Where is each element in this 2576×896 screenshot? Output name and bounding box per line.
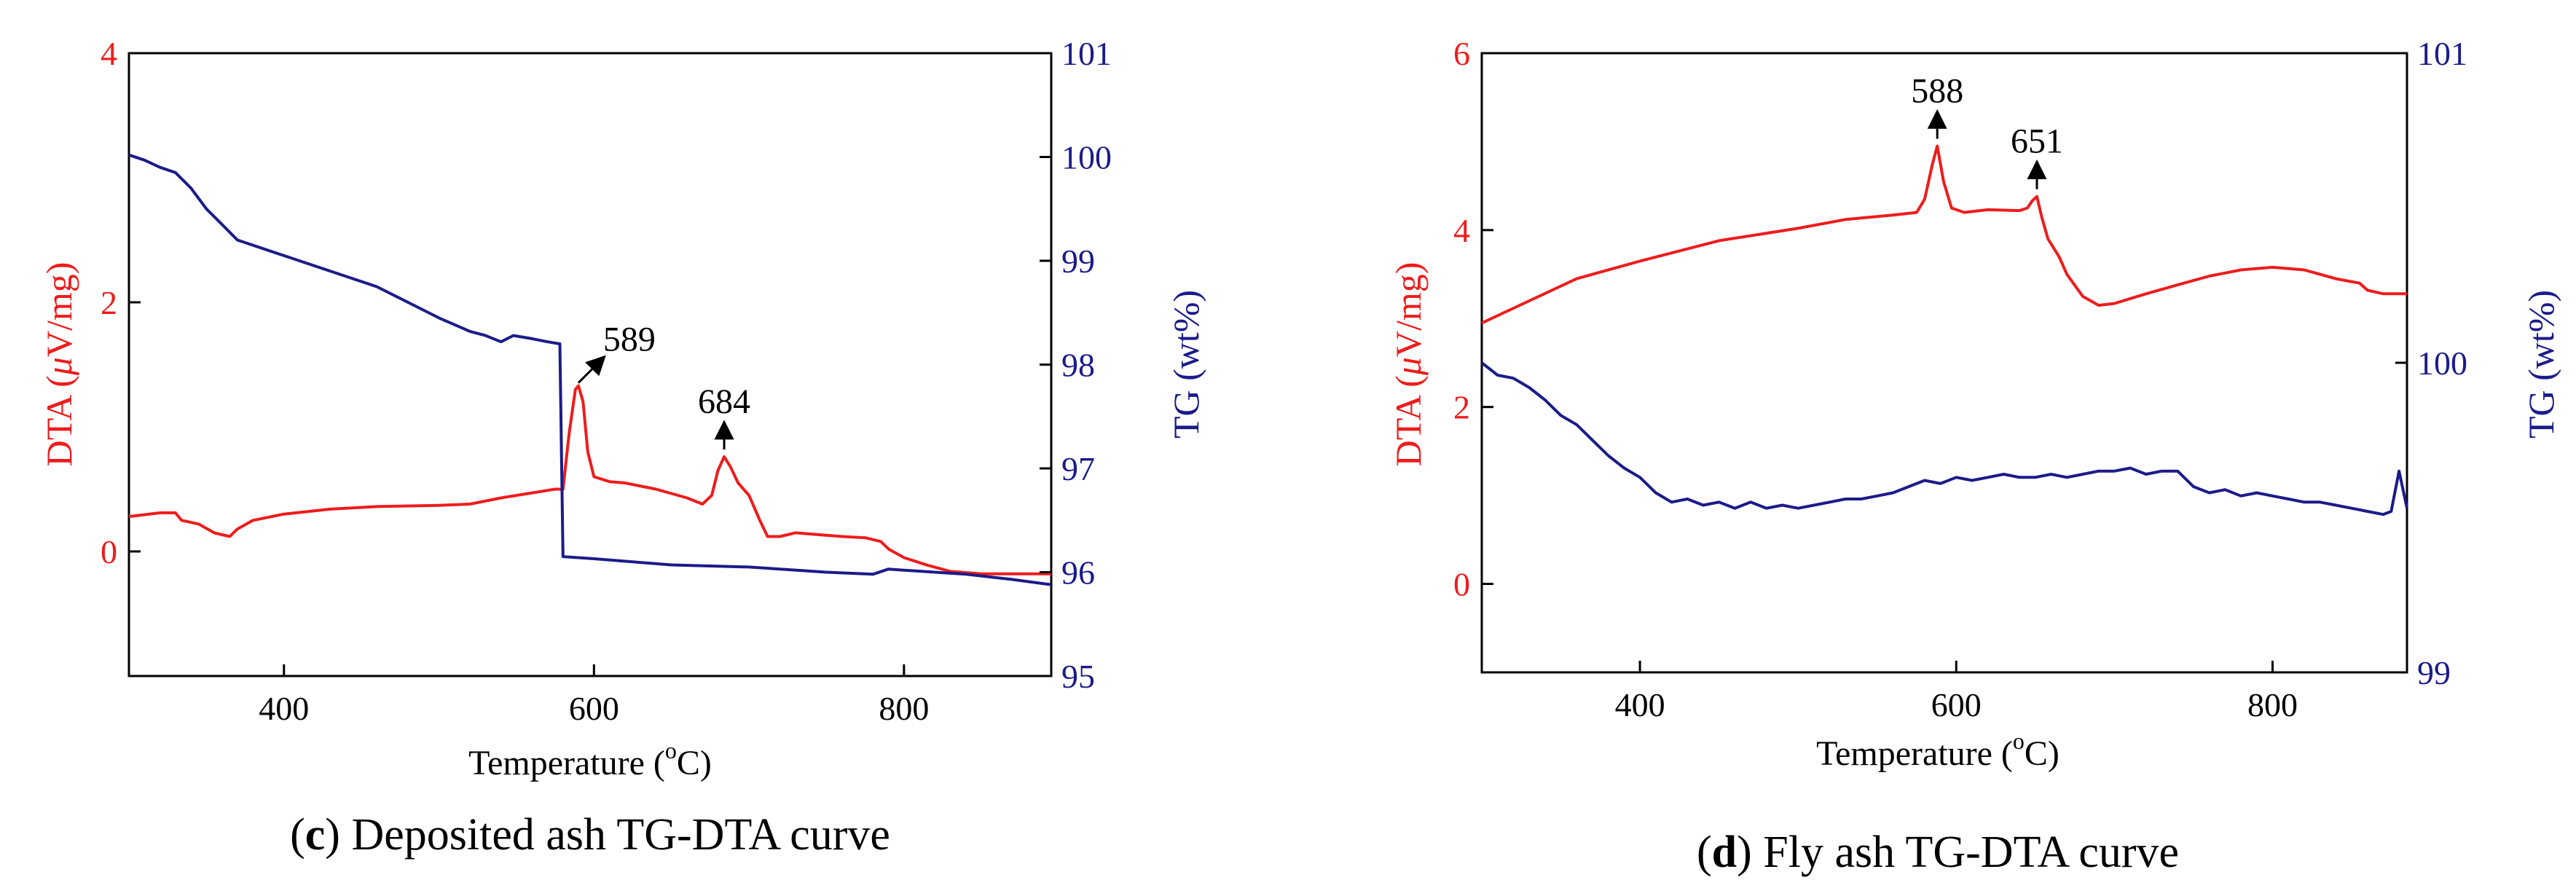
panel-d-dta-series-line: [1481, 144, 2407, 325]
panel-c-annotations: 589 684: [577, 321, 750, 450]
panel-c-x-tick-label: 400: [259, 690, 309, 727]
panel-d-left-axis-title: DTA (μV/mg): [1388, 262, 1429, 467]
panel-d-plot-frame: [1480, 52, 2408, 674]
panel-c-caption: (c) Deposited ash TG-DTA curve: [290, 810, 890, 860]
panel-c-right-axis-title: TG (wt%): [1166, 290, 1206, 439]
panel-d-y-right-ticks: 99 100 101: [2395, 35, 2467, 691]
panel-d-y-left-tick-label: 0: [1453, 566, 1470, 603]
panel-c-y-left-tick-label: 4: [101, 35, 117, 72]
panel-c-tg-series-line: [128, 153, 1052, 586]
panel-d-annotations: 588 651: [1911, 72, 2063, 189]
panel-c-plot-frame: [127, 52, 1053, 677]
panel-c-x-tick-label: 600: [569, 690, 619, 727]
panel-d-tg-series-line: [1480, 361, 2408, 516]
panel-d-x-ticks: 400 600 800: [1615, 661, 2298, 723]
panel-d-y-left-tick-label: 2: [1453, 389, 1470, 426]
panel-c-y-right-tick-label: 96: [1061, 554, 1095, 592]
panel-d-y-right-tick-label: 99: [2417, 654, 2451, 691]
panel-d-right-axis-title: TG (wt%): [2521, 290, 2561, 439]
panel-c-y-left-tick-label: 0: [101, 533, 117, 570]
panel-c-series-layer: [128, 153, 1052, 586]
panel-d-y-left-tick-label: 4: [1453, 212, 1470, 249]
panel-c: 400 600 800 0 2 4 95 96 97 98 99 100 101 589 684 Te…: [39, 35, 1206, 860]
panel-d-series-layer: [1480, 144, 2408, 516]
panel-c-y-right-ticks: 95 96 97 98 99 100 101: [1040, 35, 1112, 695]
panel-d-peak-label-651: 651: [2011, 122, 2063, 161]
panel-c-x-ticks: 400 600 800: [259, 664, 929, 727]
panel-d-y-right-tick-label: 100: [2417, 345, 2467, 382]
panel-c-dta-series-line: [128, 384, 1051, 575]
panel-c-peak-label-589: 589: [603, 321, 656, 359]
panel-c-y-right-tick-label: 98: [1061, 347, 1095, 384]
panel-c-y-right-tick-label: 100: [1061, 139, 1112, 176]
panel-c-left-axis-title: DTA (μV/mg): [39, 262, 79, 467]
panel-d-y-right-tick-label: 101: [2417, 35, 2467, 72]
panel-d-caption: (d) Fly ash TG-DTA curve: [1697, 828, 2179, 877]
panel-d-x-tick-label: 800: [2247, 686, 2298, 723]
panel-d-y-left-ticks: 0 2 4 6: [1453, 35, 1493, 603]
panel-c-y-left-ticks: 0 2 4: [101, 35, 141, 570]
panel-c-x-axis-title: Temperature (oC): [468, 737, 712, 782]
panel-d-x-axis-title: Temperature (oC): [1816, 728, 2059, 773]
panel-c-y-right-tick-label: 101: [1061, 35, 1112, 72]
panel-c-peak-label-684: 684: [698, 382, 750, 421]
panel-c-y-right-tick-label: 99: [1061, 243, 1095, 280]
panel-d-peak-label-588: 588: [1911, 72, 1963, 111]
panel-c-x-tick-label: 800: [879, 690, 929, 727]
panel-d-y-left-tick-label: 6: [1453, 35, 1470, 72]
panel-d-x-tick-label: 600: [1931, 686, 1982, 723]
panel-c-y-right-tick-label: 95: [1061, 658, 1095, 695]
panel-d: 400 600 800 0 2 4 6 99 100 101 588 651 Temperatu…: [1388, 35, 2561, 877]
panel-c-y-left-tick-label: 2: [101, 284, 117, 321]
panel-c-y-right-tick-label: 97: [1061, 450, 1095, 487]
panel-c-peak-arrow-589: [577, 355, 606, 384]
panel-d-x-tick-label: 400: [1615, 686, 1665, 723]
